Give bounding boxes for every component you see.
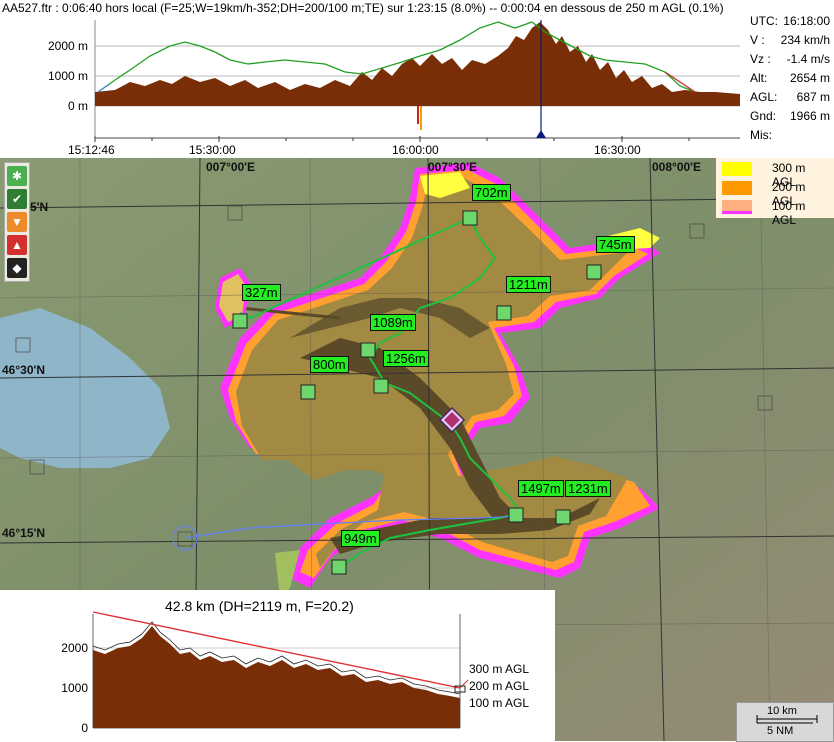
info-utc: UTC: 16:18:00 <box>750 14 830 28</box>
glide-y-label: 0 <box>81 721 88 735</box>
coordinate-grid <box>0 158 834 741</box>
flight-info-panel: UTC: 16:18:00 V :234 km/h Vz : -1.4 m/s Al… <box>748 14 834 147</box>
waypoint-label[interactable]: 1089m <box>370 314 416 331</box>
lake <box>0 308 170 468</box>
info-speed: V :234 km/h <box>750 33 830 47</box>
legend-item: 300 m AGL <box>722 160 832 189</box>
waypoint-label[interactable]: 1231m <box>565 480 611 497</box>
flight-track <box>239 216 522 569</box>
altitude-profile-panel[interactable]: AA527.ftr : 0:06:40 hors local (F=25;W=1… <box>0 0 834 158</box>
latitude-label: 46°15'N <box>2 526 46 540</box>
info-agl: AGL: 687 m <box>750 90 830 104</box>
y-axis-label: 2000 m <box>47 39 88 53</box>
aircraft-position-icon <box>438 406 466 434</box>
glide-agl-label: 300 m AGL <box>469 662 530 676</box>
diamond-icon[interactable]: ◆ <box>7 258 27 278</box>
terrain-profile <box>95 22 740 106</box>
info-mission: Mis: <box>750 128 772 142</box>
latitude-label: 5'N <box>30 200 49 214</box>
cursor-marker-icon <box>536 130 546 138</box>
flight-altitude-line <box>97 21 696 93</box>
waypoint-label[interactable]: 1211m <box>506 276 551 293</box>
mountain-icon[interactable]: ▲ <box>7 235 27 255</box>
waypoint-label[interactable]: 327m <box>242 284 281 301</box>
glide-terrain <box>93 626 460 728</box>
waypoint-label[interactable]: 800m <box>310 356 349 373</box>
glide-agl-label: 100 m AGL <box>469 696 530 710</box>
glide-agl-label: 200 m AGL <box>469 679 530 693</box>
glide-profile-chart[interactable] <box>0 590 555 741</box>
glide-y-label: 2000 <box>61 641 88 655</box>
y-axis-label: 0 m <box>67 99 88 113</box>
terrain-map[interactable] <box>0 158 834 741</box>
glide-y-label: 1000 <box>61 681 88 695</box>
low-alt-marker <box>417 106 419 124</box>
triangle-down-icon[interactable]: ▼ <box>7 212 27 232</box>
altitude-profile-chart[interactable] <box>0 0 834 158</box>
info-ground: Gnd: 1966 m <box>750 109 830 123</box>
legend-item: 100 m AGL <box>722 198 832 227</box>
map-scale: 10 km 5 NM <box>736 702 834 742</box>
legend-item: 200 m AGL <box>722 179 832 208</box>
waypoint-label[interactable]: 949m <box>341 530 380 547</box>
longitude-label: 007°30'E <box>428 160 478 174</box>
info-vario: Vz : -1.4 m/s <box>750 52 830 66</box>
map-view[interactable]: 007°00'E 007°30'E 008°00'E 5'N 46°30'N 4… <box>0 158 834 741</box>
waypoint-label[interactable]: 1497m <box>518 480 564 497</box>
glide-line <box>92 611 461 689</box>
longitude-label: 008°00'E <box>652 160 702 174</box>
check-icon[interactable]: ✔ <box>7 189 27 209</box>
legend-swatch <box>722 200 752 214</box>
x-axis-label: 16:00:00 <box>392 143 439 157</box>
map-toolbar: ✱ ✔ ▼ ▲ ◆ <box>4 162 30 282</box>
scale-km-label: 10 km <box>767 705 797 717</box>
scale-nm-label: 5 NM <box>767 725 794 737</box>
glide-profile-panel[interactable]: 42.8 km (DH=2119 m, F=20.2) 2000 1000 0 … <box>0 590 555 741</box>
agl-legend: 300 m AGL 200 m AGL 100 m AGL <box>716 158 834 227</box>
info-altitude: Alt: 2654 m <box>750 71 830 85</box>
y-axis-label: 1000 m <box>47 69 88 83</box>
legend-swatch <box>722 181 752 195</box>
waypoint-label[interactable]: 702m <box>472 184 511 201</box>
glide-summary: 42.8 km (DH=2119 m, F=20.2) <box>165 598 354 614</box>
waypoint-label[interactable]: 745m <box>596 236 635 253</box>
latitude-label: 46°30'N <box>2 363 46 377</box>
gear-icon[interactable]: ✱ <box>7 166 27 186</box>
legend-swatch <box>722 162 752 176</box>
longitude-label: 007°00'E <box>206 160 256 174</box>
x-axis-label: 15:30:00 <box>189 143 236 157</box>
x-axis-label: 16:30:00 <box>594 143 641 157</box>
x-axis-label: 15:12:46 <box>68 143 115 157</box>
low-alt-marker <box>420 106 422 130</box>
waypoint-markers <box>232 210 602 575</box>
waypoint-label[interactable]: 1256m <box>383 350 429 367</box>
flight-title: AA527.ftr : 0:06:40 hors local (F=25;W=1… <box>2 1 724 15</box>
